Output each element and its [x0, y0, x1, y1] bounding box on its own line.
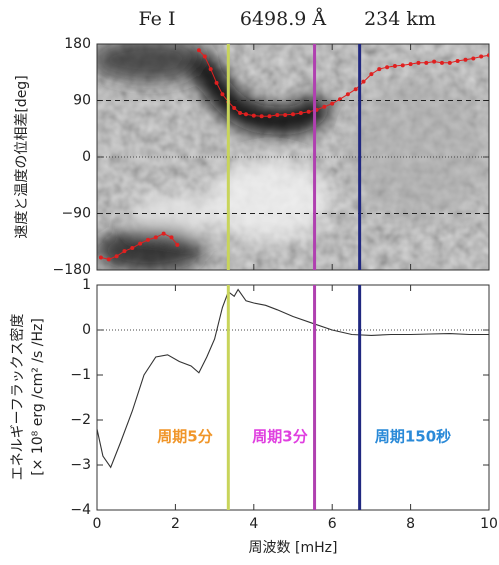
phase-point	[153, 235, 158, 240]
top-y-label: 速度と温度の位相差[deg]	[14, 75, 30, 238]
phase-point	[130, 246, 135, 251]
phase-point	[455, 58, 460, 63]
y-tick-label: −90	[61, 206, 91, 222]
bottom-y-label-unit: [× 10⁸ erg /cm² /s /Hz]	[30, 318, 46, 476]
phase-point	[138, 241, 143, 246]
y-tick-label: −4	[70, 502, 91, 518]
y-tick-label: 0	[82, 322, 91, 338]
phase-point	[432, 59, 437, 64]
phase-point	[196, 48, 201, 53]
phase-point	[463, 57, 468, 62]
x-tick-label: 6	[328, 516, 337, 532]
phase-point	[392, 63, 397, 68]
phase-point	[145, 237, 150, 242]
phase-point	[214, 80, 219, 85]
phase-point	[251, 113, 256, 118]
phase-point	[243, 112, 248, 117]
phase-point	[98, 255, 103, 260]
phase-point	[298, 111, 303, 116]
phase-point	[439, 60, 444, 65]
phase-point	[232, 106, 237, 111]
y-tick-label: 1	[82, 277, 91, 293]
phase-point	[369, 72, 374, 77]
phase-point	[291, 112, 295, 117]
phase-point	[471, 56, 476, 61]
phase-point	[259, 114, 264, 119]
y-tick-label: 90	[73, 93, 91, 109]
phase-point	[275, 112, 280, 117]
phase-point	[306, 109, 311, 114]
phase-point	[385, 65, 390, 70]
period-label: 周期3分	[252, 428, 307, 446]
phase-point	[322, 104, 327, 109]
phase-point	[114, 254, 119, 259]
y-tick-label: −2	[70, 412, 91, 428]
flux-line	[96, 288, 489, 469]
phase-plot-area	[98, 48, 489, 262]
phase-point	[345, 92, 350, 97]
bottom-y-label: エネルギーフラックス密度	[9, 314, 26, 481]
period-label: 周期150秒	[375, 428, 451, 446]
x-tick-label: 0	[93, 516, 102, 532]
phase-point	[353, 87, 358, 92]
x-label: 周波数 [mHz]	[249, 540, 338, 556]
title-height: 234 km	[364, 8, 436, 30]
bottom-frame	[96, 284, 490, 511]
phase-point	[400, 63, 405, 68]
phase-map-background	[97, 44, 489, 270]
phase-point	[408, 62, 413, 67]
title-element: Fe I	[139, 8, 176, 30]
phase-point	[208, 67, 213, 72]
phase-point	[283, 112, 288, 117]
y-tick-label: 180	[64, 36, 91, 52]
y-tick-label: −180	[53, 262, 91, 278]
x-tick-label: 2	[171, 516, 180, 532]
y-tick-label: 0	[82, 149, 91, 165]
phase-point	[330, 101, 335, 106]
x-tick-label: 10	[480, 516, 498, 532]
y-tick-label: −3	[70, 457, 91, 473]
x-tick-label: 8	[406, 516, 415, 532]
phase-point	[169, 235, 174, 240]
phase-point	[447, 60, 452, 65]
phase-point	[122, 249, 127, 254]
phase-point	[377, 67, 382, 72]
phase-point	[161, 231, 166, 236]
phase-point	[487, 53, 489, 58]
phase-point	[220, 92, 225, 97]
phase-point	[238, 111, 243, 116]
phase-point	[416, 60, 421, 65]
phase-point	[361, 79, 366, 84]
phase-point	[267, 114, 272, 119]
phase-point	[424, 60, 429, 65]
period-label: 周期5分	[157, 428, 212, 446]
phase-point	[175, 242, 180, 247]
phase-point	[202, 54, 207, 59]
title-wavelength: 6498.9 Å	[240, 8, 327, 30]
phase-point	[106, 257, 111, 262]
x-tick-label: 4	[249, 516, 258, 532]
phase-point	[479, 54, 484, 59]
y-tick-label: −1	[70, 367, 91, 383]
